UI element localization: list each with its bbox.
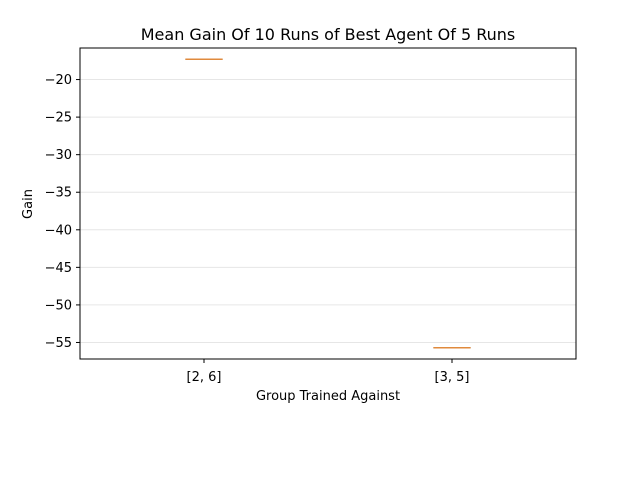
boxes [185, 58, 471, 349]
x-axis-label: Group Trained Against [256, 389, 400, 404]
y-tick-label: −45 [45, 261, 72, 276]
y-tick-label: −55 [45, 336, 72, 351]
x-tick-label: [3, 5] [435, 370, 470, 385]
y-axis-label: Gain [21, 189, 36, 219]
x-axis: [2, 6] [3, 5] [187, 359, 470, 385]
grid-lines [80, 79, 576, 343]
plot-area [79, 47, 577, 360]
y-tick-label: −30 [45, 148, 72, 163]
y-axis: −20 −25 −30 −35 −40 −45 −50 −55 [45, 73, 80, 351]
y-tick-label: −35 [45, 186, 72, 201]
x-tick-label: [2, 6] [187, 370, 222, 385]
y-tick-label: −20 [45, 73, 72, 88]
y-tick-label: −50 [45, 298, 72, 313]
y-tick-label: −25 [45, 111, 72, 126]
chart-title: Mean Gain Of 10 Runs of Best Agent Of 5 … [141, 25, 515, 44]
y-tick-label: −40 [45, 223, 72, 238]
